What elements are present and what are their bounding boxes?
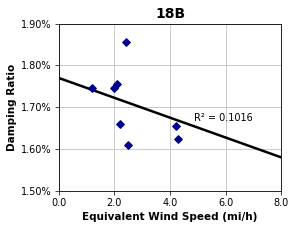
Point bbox=[123, 41, 128, 44]
Point bbox=[90, 87, 94, 90]
Y-axis label: Damping Ratio: Damping Ratio bbox=[7, 64, 17, 151]
Point bbox=[115, 82, 120, 86]
Title: 18B: 18B bbox=[155, 7, 185, 21]
Text: R² = 0.1016: R² = 0.1016 bbox=[194, 113, 252, 123]
Point bbox=[126, 143, 131, 147]
Point bbox=[112, 87, 117, 90]
Point bbox=[176, 137, 181, 140]
Point bbox=[118, 122, 122, 126]
Point bbox=[173, 124, 178, 128]
X-axis label: Equivalent Wind Speed (mi/h): Equivalent Wind Speed (mi/h) bbox=[82, 212, 258, 222]
